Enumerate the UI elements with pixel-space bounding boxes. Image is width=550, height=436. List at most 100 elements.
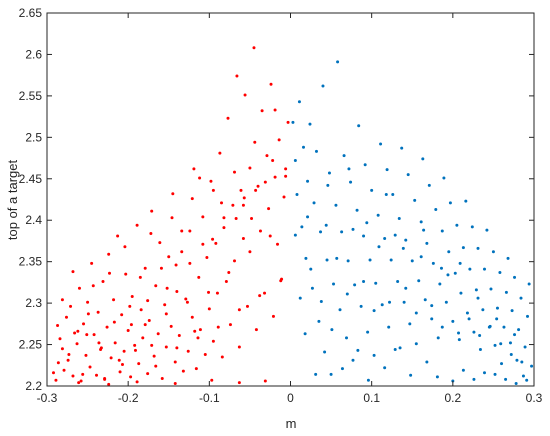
data-point-series-1 (235, 74, 239, 78)
data-point-series-1 (201, 242, 205, 246)
data-point-series-1 (101, 280, 105, 284)
data-point-series-1 (260, 109, 264, 113)
data-point-series-2 (340, 367, 344, 371)
data-point-series-2 (464, 199, 468, 203)
data-point-series-2 (293, 159, 297, 163)
data-point-series-1 (220, 355, 224, 359)
data-point-series-2 (514, 382, 518, 386)
data-point-series-2 (495, 317, 499, 321)
data-point-series-2 (376, 213, 380, 217)
data-point-series-2 (430, 304, 434, 308)
data-point-series-2 (334, 203, 338, 207)
data-point-series-2 (303, 332, 307, 336)
data-point-series-1 (241, 236, 245, 240)
data-point-series-1 (194, 367, 198, 371)
data-point-series-1 (233, 259, 236, 263)
data-point-series-1 (126, 328, 130, 332)
data-point-series-1 (184, 297, 188, 301)
data-point-series-1 (258, 294, 262, 298)
data-point-series-1 (177, 333, 181, 337)
data-point-series-1 (133, 348, 137, 352)
data-point-series-2 (419, 220, 423, 224)
data-point-series-1 (188, 261, 192, 265)
data-point-series-2 (525, 378, 529, 382)
data-point-series-1 (181, 369, 185, 373)
data-point-series-1 (95, 373, 99, 377)
data-point-series-2 (338, 308, 342, 312)
data-point-series-2 (500, 362, 504, 366)
data-point-series-2 (482, 267, 486, 271)
data-point-series-2 (413, 198, 417, 202)
data-point-series-2 (482, 371, 486, 375)
data-point-series-2 (329, 372, 333, 376)
y-tick-label: 2.5 (25, 130, 42, 144)
data-point-series-2 (383, 236, 387, 240)
data-point-series-2 (467, 317, 471, 321)
data-point-series-1 (286, 120, 290, 124)
data-point-series-1 (210, 378, 214, 382)
data-points-layer (51, 46, 534, 386)
data-point-series-1 (190, 315, 194, 319)
data-point-series-2 (423, 298, 427, 302)
data-point-series-2 (478, 348, 482, 352)
data-point-series-2 (499, 342, 503, 346)
data-point-series-1 (92, 333, 96, 337)
data-point-series-2 (330, 328, 334, 332)
data-point-series-2 (430, 317, 434, 321)
data-point-series-2 (440, 229, 444, 233)
data-point-series-2 (434, 207, 438, 211)
data-point-series-1 (86, 300, 90, 304)
data-point-series-2 (461, 246, 465, 250)
data-point-series-2 (314, 149, 318, 153)
data-point-series-1 (258, 229, 262, 233)
data-point-series-2 (304, 256, 308, 260)
data-point-series-1 (265, 154, 269, 158)
data-point-series-2 (436, 336, 440, 340)
data-point-series-2 (351, 358, 355, 362)
data-point-series-2 (309, 267, 313, 271)
data-point-series-2 (506, 256, 510, 260)
data-point-series-2 (476, 246, 480, 250)
data-point-series-2 (442, 176, 446, 180)
data-point-series-2 (509, 353, 513, 356)
data-point-series-1 (284, 167, 288, 171)
data-point-series-2 (365, 221, 369, 225)
data-point-series-2 (377, 245, 381, 249)
data-point-series-1 (112, 298, 116, 302)
data-point-series-1 (211, 339, 215, 343)
data-point-series-2 (393, 233, 397, 237)
data-point-series-1 (66, 358, 70, 362)
x-tick-label: -0.2 (118, 391, 139, 405)
data-point-series-1 (77, 381, 81, 385)
data-point-series-2 (327, 171, 331, 175)
data-point-series-1 (107, 252, 111, 256)
data-point-series-2 (359, 304, 363, 308)
data-point-series-2 (408, 322, 412, 326)
data-point-series-2 (448, 201, 452, 205)
data-point-series-1 (173, 382, 177, 386)
data-point-series-1 (147, 319, 151, 323)
data-point-series-2 (340, 230, 344, 234)
data-point-series-2 (349, 180, 353, 184)
data-point-series-2 (515, 358, 519, 362)
data-point-series-2 (468, 267, 472, 271)
data-point-series-2 (357, 124, 361, 128)
data-point-series-1 (243, 93, 247, 97)
data-point-series-2 (372, 309, 376, 313)
data-point-series-2 (332, 282, 336, 286)
data-point-series-1 (211, 188, 215, 192)
data-point-series-2 (520, 360, 524, 364)
data-point-series-1 (214, 241, 218, 245)
data-point-series-1 (69, 304, 73, 308)
data-point-series-1 (120, 313, 124, 317)
data-point-series-2 (291, 120, 295, 124)
data-point-series-1 (150, 343, 154, 347)
data-point-series-1 (185, 300, 189, 304)
data-point-series-1 (84, 353, 88, 357)
data-point-series-2 (458, 261, 462, 265)
data-point-series-2 (439, 266, 443, 270)
data-point-series-1 (248, 250, 252, 254)
data-point-series-1 (152, 354, 156, 358)
